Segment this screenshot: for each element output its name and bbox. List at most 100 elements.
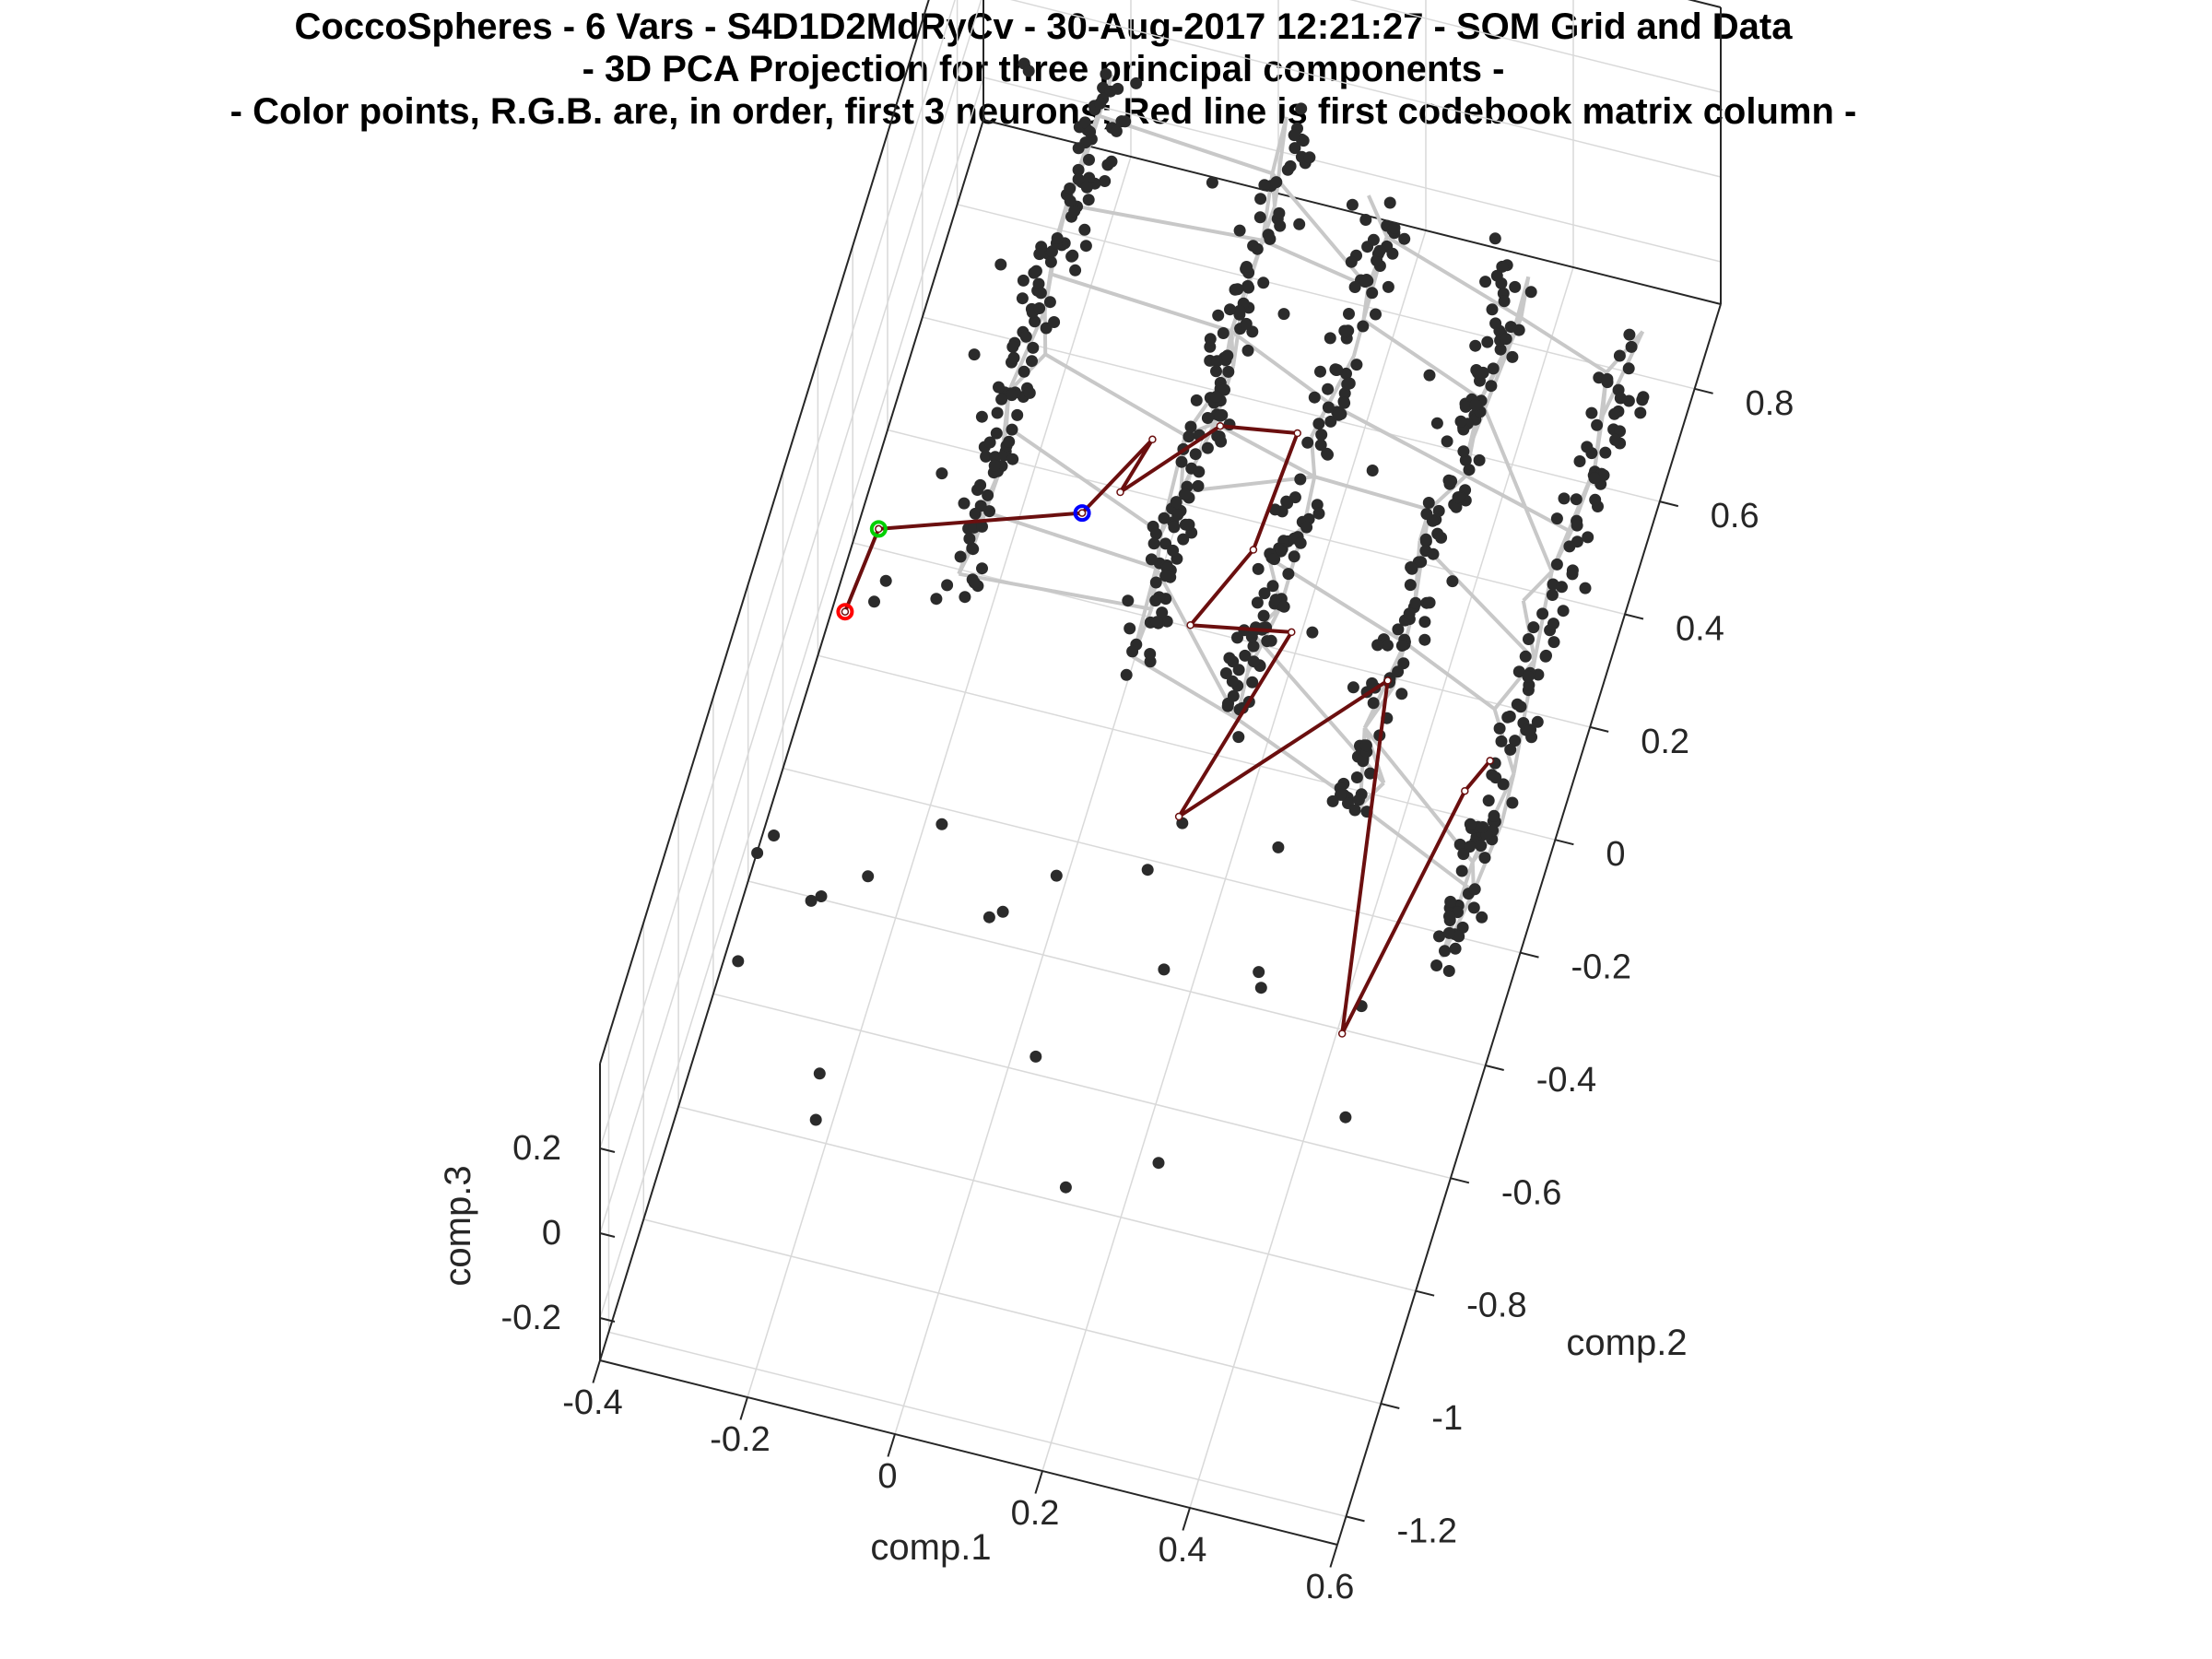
title-line-2: - 3D PCA Projection for three principal …	[582, 49, 1505, 89]
y-tick-label: 0.8	[1746, 384, 1794, 423]
x-tick-mark	[592, 1359, 601, 1383]
data-point	[1546, 589, 1559, 601]
y-tick-mark	[1624, 613, 1644, 620]
som-grid-edge	[1359, 804, 1476, 893]
data-point	[1072, 173, 1085, 185]
data-point	[1018, 365, 1030, 378]
som-grid-edge	[1213, 330, 1233, 424]
data-point	[1218, 383, 1230, 396]
data-point	[1623, 328, 1636, 341]
data-point	[1489, 317, 1502, 330]
data-point-outlier	[1158, 963, 1171, 976]
data-point	[1469, 339, 1482, 352]
data-point	[1388, 221, 1401, 234]
data-point	[1494, 343, 1507, 356]
data-point	[1392, 665, 1405, 678]
data-point	[1072, 142, 1085, 155]
data-point	[1398, 232, 1411, 245]
som-grid-edge	[1362, 318, 1482, 401]
data-point	[1189, 448, 1202, 461]
data-point	[1324, 415, 1337, 428]
data-point	[963, 533, 976, 545]
data-point	[1573, 455, 1586, 467]
codebook-node	[1186, 621, 1194, 629]
data-point	[1454, 415, 1467, 428]
data-point	[1597, 469, 1610, 482]
som-grid-edge	[1500, 772, 1516, 824]
data-point	[1314, 365, 1326, 378]
data-point	[1531, 715, 1544, 728]
data-point	[1504, 743, 1517, 756]
y-tick-label: -0.4	[1536, 1061, 1596, 1100]
data-point	[1442, 965, 1455, 977]
som-grid-edge	[1065, 202, 1264, 242]
data-point	[1051, 232, 1064, 244]
codebook-node	[1383, 677, 1392, 685]
data-point	[1477, 366, 1489, 379]
side-wall-grid-line	[599, 76, 984, 1319]
data-point	[1457, 848, 1470, 861]
data-point	[1026, 355, 1038, 368]
data-point	[1281, 163, 1294, 176]
som-grid-edge	[1005, 424, 1163, 535]
data-point	[1288, 142, 1301, 155]
codebook-node	[841, 607, 850, 616]
data-point	[1636, 394, 1649, 406]
data-point	[1475, 840, 1488, 853]
data-point	[1452, 491, 1465, 504]
data-point	[1110, 124, 1123, 137]
y-tick-mark	[1485, 1065, 1504, 1071]
data-point	[1239, 649, 1252, 662]
data-point	[1078, 223, 1091, 236]
data-point	[1019, 330, 1032, 343]
som-grid-edge	[1270, 116, 1288, 174]
data-point	[1034, 287, 1047, 300]
data-point	[1331, 363, 1344, 376]
back-wall-grid-line	[982, 76, 1722, 263]
data-point	[1247, 655, 1260, 668]
data-point	[1182, 518, 1195, 531]
data-point	[1264, 232, 1277, 245]
data-point	[1457, 445, 1470, 458]
data-point	[1308, 391, 1321, 404]
data-point	[1314, 439, 1327, 452]
data-point	[1512, 665, 1525, 678]
codebook-node	[1337, 1030, 1347, 1038]
data-point	[1547, 618, 1559, 630]
data-point-outlier	[751, 847, 764, 859]
som-grid-edge	[1478, 398, 1554, 572]
axes-box-edge	[599, 1359, 1338, 1546]
floor-grid-line	[608, 1331, 1347, 1518]
data-point	[1224, 303, 1236, 316]
data-point	[1550, 512, 1563, 525]
data-point	[1295, 102, 1308, 115]
data-point	[975, 410, 988, 423]
data-point	[1570, 493, 1583, 506]
data-point-outlier	[1366, 465, 1379, 477]
data-point	[1240, 317, 1253, 330]
data-point	[1524, 724, 1537, 736]
back-wall-grid-line	[1348, 0, 1722, 93]
data-point-outlier	[996, 905, 1009, 918]
y-tick-mark	[1520, 951, 1539, 959]
y-tick-label: -0.2	[1571, 948, 1631, 987]
codebook-node	[1293, 429, 1301, 438]
data-point	[1347, 681, 1359, 694]
data-point	[1540, 649, 1552, 662]
data-point	[1404, 579, 1417, 592]
z-tick-label: 0	[542, 1214, 561, 1253]
data-point	[1501, 711, 1514, 724]
x-tick-mark	[1182, 1507, 1191, 1531]
data-point	[1252, 562, 1265, 575]
data-point	[1469, 399, 1482, 411]
data-point	[980, 450, 993, 463]
data-point	[1044, 255, 1057, 268]
data-point	[1043, 296, 1056, 309]
data-point	[1468, 883, 1481, 896]
data-point	[1442, 926, 1455, 939]
data-points	[732, 57, 1650, 1194]
data-point	[1433, 930, 1445, 943]
data-point-outlier	[1272, 841, 1285, 853]
codebook-node	[1249, 546, 1258, 554]
data-point	[1352, 794, 1365, 806]
